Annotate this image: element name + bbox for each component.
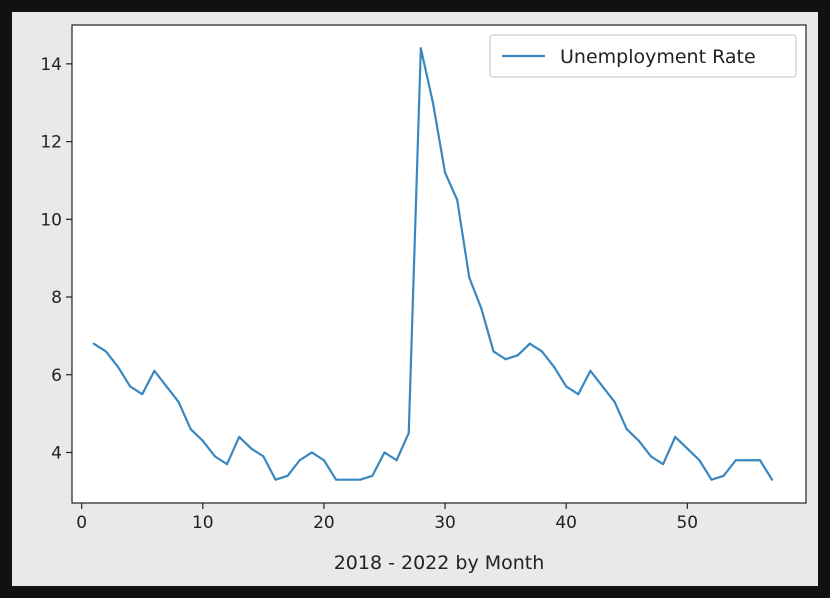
data-point	[322, 459, 326, 462]
data-point	[129, 385, 132, 388]
y-tick-label: 12	[40, 133, 62, 153]
plot-area	[71, 24, 807, 504]
data-point	[213, 455, 217, 458]
data-point	[116, 365, 120, 369]
data-point	[746, 459, 749, 462]
data-point	[92, 342, 95, 345]
data-point	[104, 350, 108, 353]
data-point	[443, 171, 447, 174]
data-point	[262, 455, 265, 458]
data-point	[722, 474, 725, 477]
x-tick-label: 0	[76, 513, 87, 533]
data-point	[468, 276, 471, 279]
data-point	[613, 400, 616, 404]
data-point	[347, 478, 350, 481]
data-point	[153, 369, 156, 372]
data-point	[601, 385, 604, 388]
data-point	[734, 459, 737, 462]
data-point	[528, 342, 531, 345]
x-tick-label: 40	[555, 513, 577, 533]
data-point	[577, 393, 580, 396]
data-point	[201, 439, 204, 442]
x-tick-label: 50	[676, 513, 698, 533]
data-point	[492, 350, 495, 353]
y-tick-label: 14	[40, 55, 62, 75]
data-point	[407, 431, 410, 435]
x-tick-label: 10	[192, 513, 214, 533]
y-axis: 4 6 8 10 12 14	[40, 55, 72, 463]
y-tick-label: 6	[51, 366, 62, 386]
data-point	[710, 478, 713, 481]
data-point	[334, 478, 338, 481]
data-point	[625, 428, 628, 431]
data-point	[225, 463, 229, 466]
data-point	[298, 459, 301, 462]
series-points	[92, 47, 774, 481]
x-tick-label: 20	[313, 513, 335, 533]
data-point	[674, 435, 677, 439]
data-point	[141, 393, 144, 396]
data-point	[456, 198, 459, 201]
data-point	[589, 369, 592, 372]
data-point	[419, 47, 422, 50]
data-point	[758, 459, 762, 462]
x-axis: 0 10 20 30 40 50	[76, 503, 698, 533]
y-tick-label: 10	[40, 210, 62, 230]
data-point	[431, 101, 435, 104]
data-point	[516, 354, 519, 357]
figure-background: 0 10 20 30 40 50 4 6 8 10 12 14 2018 - 2022 by Mon…	[12, 12, 818, 586]
data-point	[637, 439, 640, 442]
data-point	[686, 447, 689, 450]
data-point	[177, 400, 180, 404]
x-tick-label: 30	[434, 513, 456, 533]
legend[interactable]: Unemployment Rate	[489, 34, 797, 78]
data-point	[504, 358, 507, 361]
data-point	[371, 474, 374, 477]
data-point	[565, 385, 568, 388]
data-point	[359, 478, 362, 481]
data-point	[274, 478, 277, 481]
y-tick-label: 8	[51, 288, 62, 308]
data-point	[649, 455, 653, 458]
x-axis-label: 2018 - 2022 by Month	[334, 552, 545, 574]
data-point	[698, 459, 701, 462]
data-point	[189, 428, 192, 431]
data-point	[238, 435, 241, 439]
data-point	[552, 365, 556, 369]
y-tick-label: 4	[51, 443, 62, 463]
line-chart: 0 10 20 30 40 50 4 6 8 10 12 14 2018 - 2022 by Mon…	[40, 24, 807, 574]
data-point	[165, 385, 168, 388]
data-point	[310, 451, 313, 454]
legend-label: Unemployment Rate	[560, 46, 756, 68]
data-point	[770, 478, 774, 481]
data-point	[480, 307, 483, 310]
data-point	[661, 463, 665, 466]
data-point	[286, 474, 289, 477]
data-point	[395, 459, 398, 462]
data-point	[250, 447, 253, 450]
data-point	[540, 350, 544, 353]
data-point	[383, 451, 386, 454]
legend-box	[489, 34, 797, 78]
